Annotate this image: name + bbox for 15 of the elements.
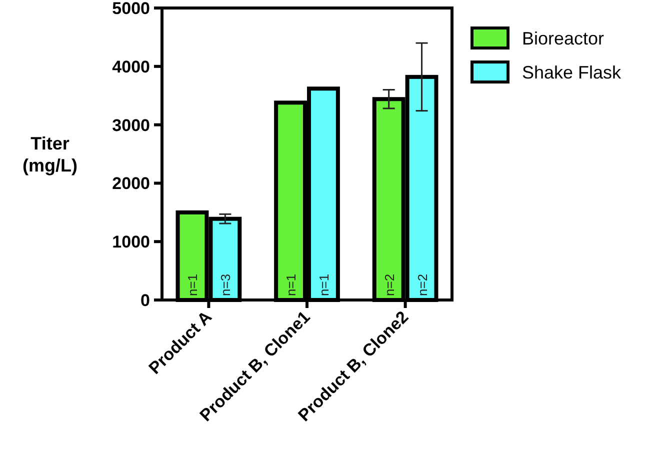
y-tick-label: 2000: [112, 174, 150, 194]
annotation: n=1: [185, 274, 200, 296]
y-tick-label: 0: [140, 290, 150, 310]
annotation: n=1: [316, 274, 332, 296]
legend-label: Shake Flask: [522, 62, 622, 82]
y-tick-label: 5000: [112, 0, 150, 18]
y-tick-label: 1000: [112, 232, 150, 252]
y-axis-title: Titer (mg/L): [22, 133, 78, 176]
annotation: n=1: [284, 274, 299, 296]
legend-label: Bioreactor: [522, 28, 604, 48]
y-tick-label: 3000: [112, 116, 150, 135]
annotation: n=2: [382, 274, 397, 296]
y-tick-label: 4000: [112, 57, 150, 76]
annotation: n=3: [218, 274, 234, 296]
annotation: n=2: [414, 274, 430, 296]
